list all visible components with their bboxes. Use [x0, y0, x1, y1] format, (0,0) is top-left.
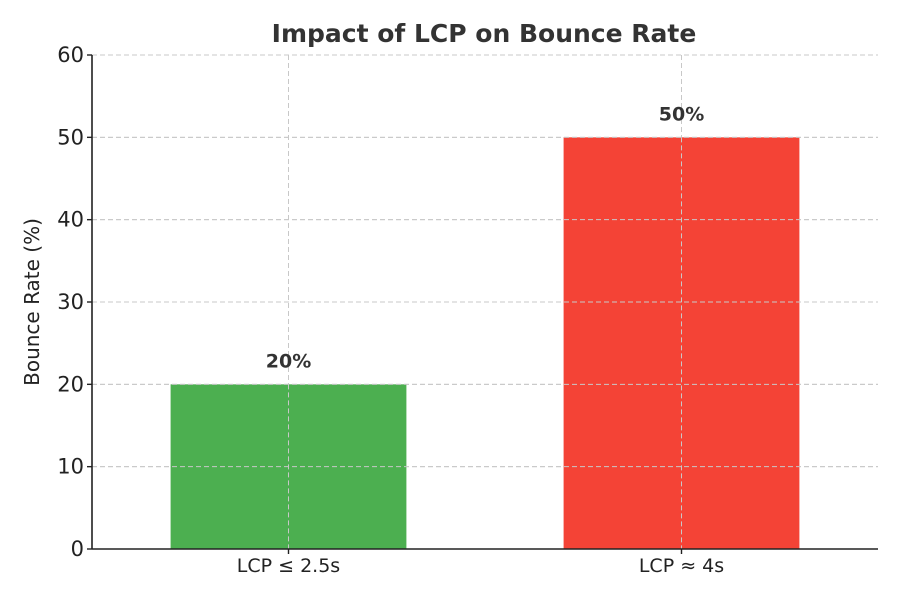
- data-labels: 20% 50%: [266, 103, 704, 372]
- y-tick-label: 0: [71, 537, 84, 561]
- y-tick-label: 20: [57, 372, 84, 396]
- y-tick-label: 30: [57, 290, 84, 314]
- y-tick-label: 50: [57, 125, 84, 149]
- x-tick-label: LCP ≈ 4s: [639, 555, 724, 577]
- bar-value-label: 20%: [266, 350, 311, 372]
- grid-overlay: [92, 54, 878, 550]
- x-tick-label: LCP ≤ 2.5s: [237, 555, 340, 577]
- bars: [170, 137, 800, 550]
- y-tick-label: 60: [57, 43, 84, 67]
- bar-value-label: 50%: [659, 103, 704, 125]
- bar: [563, 137, 800, 550]
- y-axis-label: Bounce Rate (%): [20, 218, 44, 386]
- axes: 0 10 20 30 40 50 60 LCP ≤ 2.5s LCP ≈ 4s: [57, 43, 878, 577]
- y-tick-label: 10: [57, 455, 84, 479]
- chart-title: Impact of LCP on Bounce Rate: [272, 19, 697, 48]
- y-tick-label: 40: [57, 208, 84, 232]
